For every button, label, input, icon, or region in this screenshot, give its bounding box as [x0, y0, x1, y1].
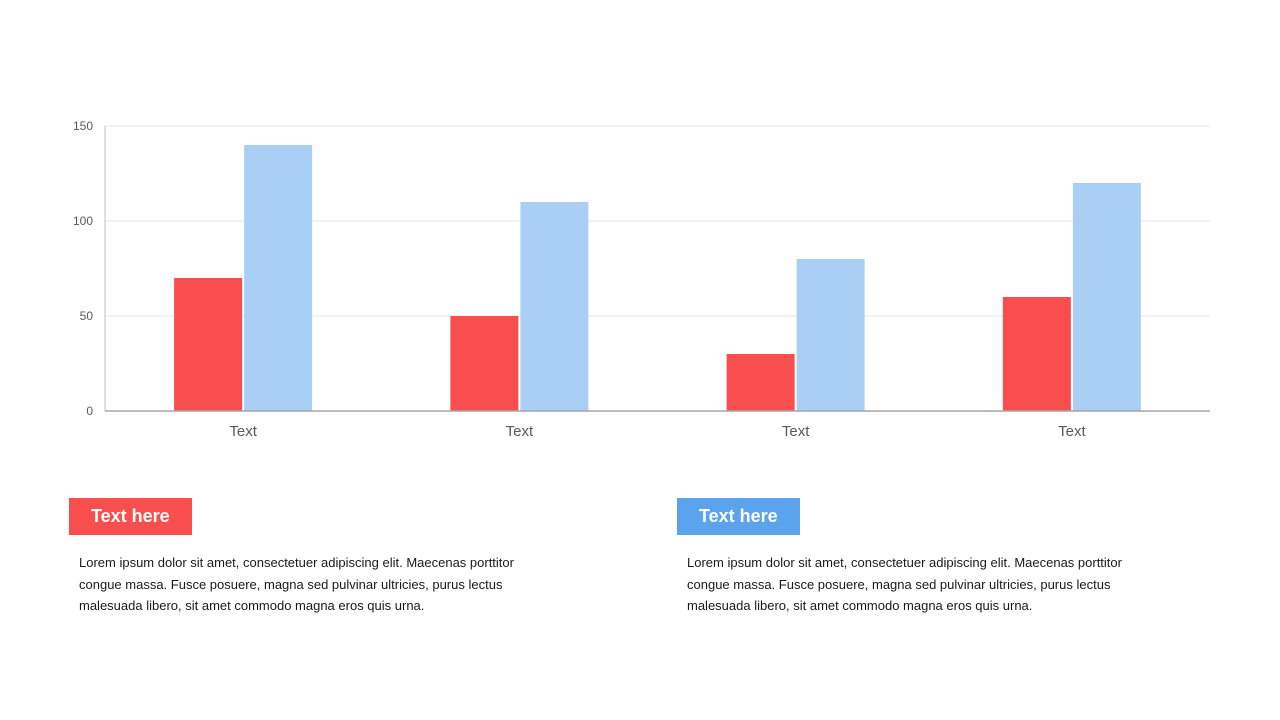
bar-series-2-4 [1072, 183, 1141, 411]
right-panel: Text here Lorem ipsum dolor sit amet, co… [677, 498, 1177, 617]
y-tick-label: 100 [73, 214, 93, 228]
bar-series-2-3 [796, 259, 865, 411]
bar-series-1-4 [1002, 297, 1071, 411]
axes [104, 126, 1210, 412]
y-tick-label: 150 [73, 119, 93, 133]
x-axis-labels: Text Text Text Text [229, 423, 1086, 440]
y-tick-label: 0 [86, 404, 93, 418]
bar-series-1-3 [726, 354, 795, 411]
bar-chart: 0 50 100 150 Text Text Text Text [73, 119, 1210, 440]
left-panel: Text here Lorem ipsum dolor sit amet, co… [69, 498, 569, 617]
right-paragraph: Lorem ipsum dolor sit amet, consectetuer… [687, 555, 1122, 613]
x-category-label: Text [1058, 423, 1086, 440]
y-tick-label: 50 [80, 309, 94, 323]
bar-series-1-2 [450, 316, 519, 411]
x-category-label: Text [782, 423, 810, 440]
left-tag: Text here [69, 498, 192, 535]
y-axis-ticks: 0 50 100 150 [73, 119, 93, 418]
bar-series-1-1 [174, 278, 243, 411]
bar-series-2-1 [244, 145, 313, 411]
x-category-label: Text [229, 423, 257, 440]
left-paragraph: Lorem ipsum dolor sit amet, consectetuer… [79, 555, 514, 613]
x-category-label: Text [506, 423, 534, 440]
bar-series-2-2 [520, 202, 589, 411]
bars [174, 145, 1141, 411]
right-tag: Text here [677, 498, 800, 535]
